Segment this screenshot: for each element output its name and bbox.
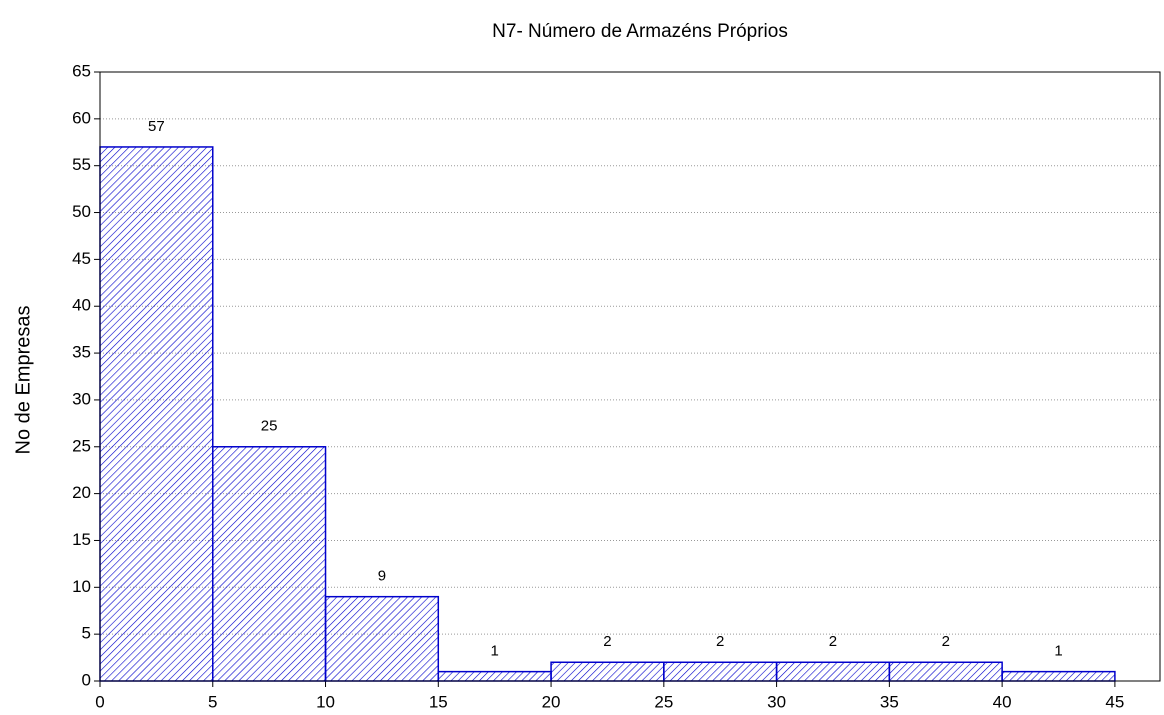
- bar: [888, 661, 1003, 682]
- x-tick-label: 20: [542, 692, 561, 711]
- data-label: 2: [603, 633, 611, 650]
- y-tick-label: 60: [72, 108, 91, 127]
- y-tick-label: 45: [72, 249, 91, 268]
- chart-title: N7- Número de Armazéns Próprios: [492, 21, 788, 42]
- data-label: 2: [716, 633, 724, 650]
- y-tick-label: 50: [72, 202, 91, 221]
- y-tick-label: 40: [72, 296, 91, 315]
- y-tick-label: 20: [72, 483, 91, 502]
- data-label: 25: [261, 418, 278, 435]
- data-label: 1: [491, 643, 499, 660]
- x-tick-label: 40: [993, 692, 1012, 711]
- y-tick-label: 30: [72, 389, 91, 408]
- x-tick-label: 5: [208, 692, 217, 711]
- y-tick-label: 5: [82, 624, 91, 643]
- x-tick-label: 30: [767, 692, 786, 711]
- y-tick-label: 35: [72, 343, 91, 362]
- bar: [663, 661, 778, 682]
- y-tick-label: 25: [72, 436, 91, 455]
- bar: [324, 595, 440, 682]
- x-tick-label: 45: [1105, 692, 1124, 711]
- y-tick-label: 10: [72, 577, 91, 596]
- x-tick-label: 15: [429, 692, 448, 711]
- y-tick-label: 0: [82, 670, 91, 689]
- data-label: 9: [378, 568, 386, 585]
- data-label: 2: [942, 633, 950, 650]
- bar: [99, 146, 214, 682]
- x-tick-label: 35: [880, 692, 899, 711]
- x-tick-label: 25: [654, 692, 673, 711]
- bar: [212, 446, 327, 682]
- plot-frame: [99, 71, 1161, 682]
- x-tick-label: 0: [95, 692, 104, 711]
- x-tick-label: 10: [316, 692, 335, 711]
- bar: [775, 661, 891, 682]
- y-tick-label: 55: [72, 155, 91, 174]
- bar: [550, 661, 665, 682]
- y-tick-label: 65: [72, 61, 91, 80]
- bar: [437, 670, 552, 682]
- data-label: 57: [148, 118, 165, 135]
- data-label: 2: [829, 633, 837, 650]
- y-axis-label: No de Empresas: [12, 306, 34, 455]
- bar: [1001, 670, 1116, 682]
- data-label: 1: [1054, 643, 1062, 660]
- y-tick-label: 15: [72, 530, 91, 549]
